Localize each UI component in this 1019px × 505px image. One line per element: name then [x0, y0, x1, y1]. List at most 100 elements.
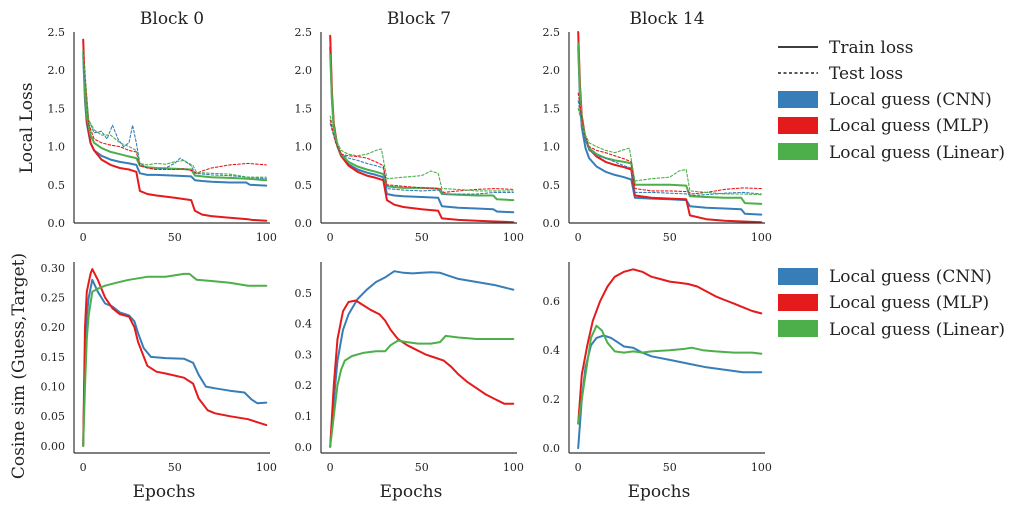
x-tick-label: 50 — [663, 461, 677, 474]
y-tick-label: 0.2 — [295, 379, 313, 392]
x-tick-label: 50 — [168, 461, 182, 474]
y-tick-label: 1.0 — [295, 141, 313, 154]
y-tick-label: 1.0 — [48, 141, 66, 154]
x-tick-label: 100 — [503, 461, 524, 474]
panel-cos-block-0: Local guess (CNN)Local guess (MLP)Local … — [41, 262, 277, 502]
legend-linear-patch — [778, 320, 818, 337]
series-line: Local guess (CNN) test — [329, 123, 514, 195]
y-tick-label: 0.20 — [41, 321, 66, 334]
series-line: Local guess (MLP) train — [329, 34, 515, 224]
y-tick-label: 0.2 — [543, 393, 561, 406]
legend-linear-patch — [778, 143, 818, 160]
panel-cos-block-14: Local guess (CNN)Local guess (MLP)Local … — [543, 262, 772, 502]
legend-top: Train loss Test loss Local guess (CNN) L… — [778, 38, 1005, 163]
series-line: Local guess (Linear) test — [82, 54, 267, 178]
x-tick-label: 0 — [327, 231, 334, 244]
series-line: Local guess (MLP) test — [577, 92, 762, 195]
series-line: Local guess (MLP) — [577, 268, 763, 425]
y-tick-label: 0.0 — [295, 441, 313, 454]
series-line: Local guess (CNN) train — [82, 53, 268, 187]
y-tick-label: 0.10 — [41, 381, 66, 394]
legend-linear-label: Local guess (Linear) — [829, 143, 1005, 163]
series-line: Local guess (Linear) train — [82, 50, 268, 182]
y-tick-label: 0.30 — [41, 262, 66, 275]
y-tick-label: 0.5 — [295, 179, 313, 192]
x-tick-label: 50 — [415, 231, 429, 244]
y-tick-label: 1.5 — [48, 102, 66, 115]
ylabel-local-loss: Local Loss — [17, 83, 37, 174]
series-line: Local guess (MLP) — [82, 268, 268, 447]
series-group: Local guess (CNN) trainLocal guess (MLP)… — [329, 34, 515, 224]
panels: Block 0Local guess (CNN) trainLocal gues… — [41, 9, 772, 502]
y-tick-label: 0.4 — [295, 318, 313, 331]
x-tick-label: 100 — [256, 461, 277, 474]
y-tick-label: 0.00 — [41, 440, 66, 453]
y-tick-label: 0.0 — [543, 442, 561, 455]
legend-cnn-label: Local guess (CNN) — [829, 267, 992, 287]
y-tick-label: 0.5 — [48, 179, 66, 192]
series-line: Local guess (Linear) test — [329, 115, 514, 192]
panel-title: Block 0 — [140, 9, 204, 29]
x-tick-label: 0 — [80, 231, 87, 244]
y-tick-label: 2.5 — [48, 26, 66, 39]
x-tick-label: 50 — [415, 461, 429, 474]
x-tick-label: 0 — [575, 461, 582, 474]
x-tick-label: 0 — [575, 231, 582, 244]
y-tick-label: 0.4 — [543, 344, 561, 357]
y-tick-label: 1.0 — [543, 141, 561, 154]
series-group: Local guess (CNN) trainLocal guess (MLP)… — [577, 31, 763, 224]
x-axis-label: Epochs — [380, 482, 443, 502]
legend-mlp-label: Local guess (MLP) — [829, 116, 989, 136]
legend-test-loss-label: Test loss — [829, 64, 903, 84]
x-tick-label: 100 — [751, 461, 772, 474]
panel-loss-block-0: Block 0 Local guess (CNN) trainLocal gues… — [48, 9, 277, 244]
y-tick-label: 0.0 — [543, 217, 561, 230]
legend-cnn-label: Local guess (CNN) — [829, 90, 992, 110]
series-line: Local guess (CNN) train — [577, 46, 763, 216]
x-tick-label: 50 — [168, 231, 182, 244]
y-tick-label: 0.0 — [295, 217, 313, 230]
panel-loss-block-14: Block 14Local guess (CNN) trainLocal gue… — [543, 9, 772, 244]
y-tick-label: 2.0 — [48, 64, 66, 77]
legend-cnn-patch — [778, 268, 818, 285]
series-line: Local guess (MLP) test — [329, 119, 514, 193]
series-group: Local guess (CNN)Local guess (MLP)Local … — [82, 268, 268, 447]
y-tick-label: 0.05 — [41, 410, 66, 423]
y-tick-label: 2.5 — [295, 26, 313, 39]
x-tick-label: 100 — [751, 231, 772, 244]
series-line: Local guess (CNN) test — [577, 100, 762, 197]
y-tick-label: 1.5 — [295, 102, 313, 115]
y-tick-label: 0.15 — [41, 351, 66, 364]
series-line: Local guess (Linear) train — [329, 53, 515, 202]
panel-title: Block 7 — [387, 9, 451, 29]
legend-bottom: Local guess (CNN) Local guess (MLP) Loca… — [778, 267, 1005, 340]
legend-mlp-patch — [778, 117, 818, 134]
legend-linear-label: Local guess (Linear) — [829, 320, 1005, 340]
series-line: Local guess (CNN) — [329, 270, 515, 448]
y-tick-label: 2.0 — [295, 64, 313, 77]
x-tick-label: 0 — [80, 461, 87, 474]
series-line: Local guess (CNN) test — [82, 62, 267, 180]
series-line: Local guess (MLP) train — [82, 38, 268, 222]
series-line: Local guess (MLP) — [329, 299, 515, 448]
legend-cnn-patch — [778, 91, 818, 108]
y-tick-label: 0.5 — [543, 179, 561, 192]
y-tick-label: 2.0 — [543, 64, 561, 77]
y-tick-label: 0.5 — [295, 287, 313, 300]
y-tick-label: 0.0 — [48, 217, 66, 230]
legend-mlp-label: Local guess (MLP) — [829, 293, 989, 313]
panel-title: Block 14 — [629, 9, 704, 29]
x-tick-label: 50 — [663, 231, 677, 244]
legend-mlp-patch — [778, 294, 818, 311]
legend-train-loss-label: Train loss — [829, 38, 914, 58]
y-tick-label: 2.5 — [543, 26, 561, 39]
y-tick-label: 1.5 — [543, 102, 561, 115]
series-line: Local guess (Linear) — [577, 324, 763, 425]
y-tick-label: 0.6 — [543, 295, 561, 308]
panel-cos-block-7: Local guess (CNN)Local guess (MLP)Local … — [295, 262, 524, 502]
ylabel-cosine-sim: Cosine sim (Guess,Target) — [9, 253, 29, 479]
series-group: Local guess (CNN)Local guess (MLP)Local … — [329, 270, 515, 448]
x-tick-label: 100 — [503, 231, 524, 244]
y-tick-label: 0.1 — [295, 410, 313, 423]
